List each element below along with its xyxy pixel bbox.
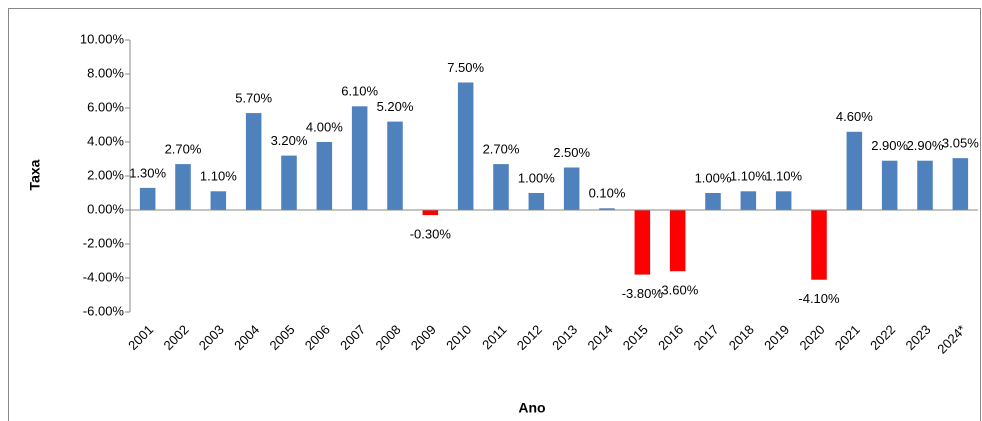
data-label: 5.70% [235,91,272,106]
y-tick-label: 4.00% [87,133,124,148]
data-label: 4.00% [306,119,343,134]
bar [881,160,898,210]
y-tick-label: 0.00% [87,201,124,216]
bar [493,164,509,210]
data-label: -0.30% [410,227,452,242]
data-label: 7.50% [447,60,484,75]
data-label: 2.70% [483,142,520,157]
bar [669,210,686,272]
bar [740,191,757,210]
data-label: 6.10% [341,84,378,99]
data-label: -3.80% [622,286,664,301]
bar [775,191,792,210]
x-tick-label: 2012 [514,322,545,353]
data-label: 1.00% [518,170,555,185]
bar [210,191,227,210]
x-tick-label: 2004 [231,322,262,353]
data-label: 4.60% [836,109,873,124]
x-tick-label: 2015 [620,322,651,353]
bar [952,158,969,210]
x-tick-label: 2003 [196,322,227,353]
x-tick-label: 2024* [934,322,969,357]
data-label: 3.05% [942,136,979,151]
x-tick-label: 2007 [337,322,368,353]
bar [387,121,403,210]
y-tick-label: -4.00% [83,269,125,284]
data-label: 1.10% [200,169,237,184]
x-tick-label: 2019 [761,322,792,353]
x-tick-label: 2018 [726,322,757,353]
x-tick-label: 2001 [125,322,156,353]
x-tick-label: 2013 [549,322,580,353]
x-tick-label: 2017 [690,322,721,353]
bar [917,160,933,210]
x-tick-label: 2008 [372,322,403,353]
data-label: 1.10% [765,169,802,184]
data-label: 2.90% [871,138,908,153]
bar [175,164,191,210]
y-tick-label: 8.00% [87,65,124,80]
data-label: -4.10% [798,291,840,306]
bar [599,208,615,210]
bar [811,210,827,280]
data-label: 3.20% [271,133,308,148]
x-tick-label: 2009 [408,322,439,353]
y-tick-label: 2.00% [87,167,124,182]
bar [457,82,474,210]
x-tick-label: 2021 [832,322,863,353]
x-tick-label: 2011 [479,322,509,352]
x-tick-label: 2020 [796,322,827,353]
x-tick-label: 2022 [867,322,898,353]
data-label: 5.20% [377,99,414,114]
data-label: 1.30% [129,165,166,180]
bar [139,187,156,210]
bar [528,193,545,210]
bar [351,106,368,210]
data-label: 2.50% [553,145,590,160]
bar [634,210,651,275]
bar [281,155,297,210]
data-label: 1.00% [695,170,732,185]
x-tick-label: 2023 [902,322,933,353]
x-tick-label: 2005 [266,322,297,353]
y-tick-label: 6.00% [87,99,124,114]
x-tick-label: 2002 [160,322,191,353]
y-tick-label: 10.00% [80,31,125,46]
x-tick-label: 2006 [302,322,333,353]
x-tick-label: 2016 [655,322,686,353]
y-tick-label: -6.00% [83,303,125,318]
bar [846,131,863,210]
y-axis-title: Taxa [27,159,43,190]
bar [563,167,580,210]
data-label: 2.70% [165,142,202,157]
bar [316,142,333,210]
data-label: 2.90% [907,138,944,153]
y-tick-label: -2.00% [83,235,125,250]
x-axis-title: Ano [518,400,545,416]
data-label: -3.60% [657,283,699,298]
data-label: 0.10% [589,186,626,201]
chart-frame [8,8,981,421]
x-tick-label: 2010 [443,322,474,353]
data-label: 1.10% [730,169,767,184]
bar [705,193,721,210]
bar [245,113,262,210]
bar [422,210,439,216]
x-tick-label: 2014 [584,322,615,353]
